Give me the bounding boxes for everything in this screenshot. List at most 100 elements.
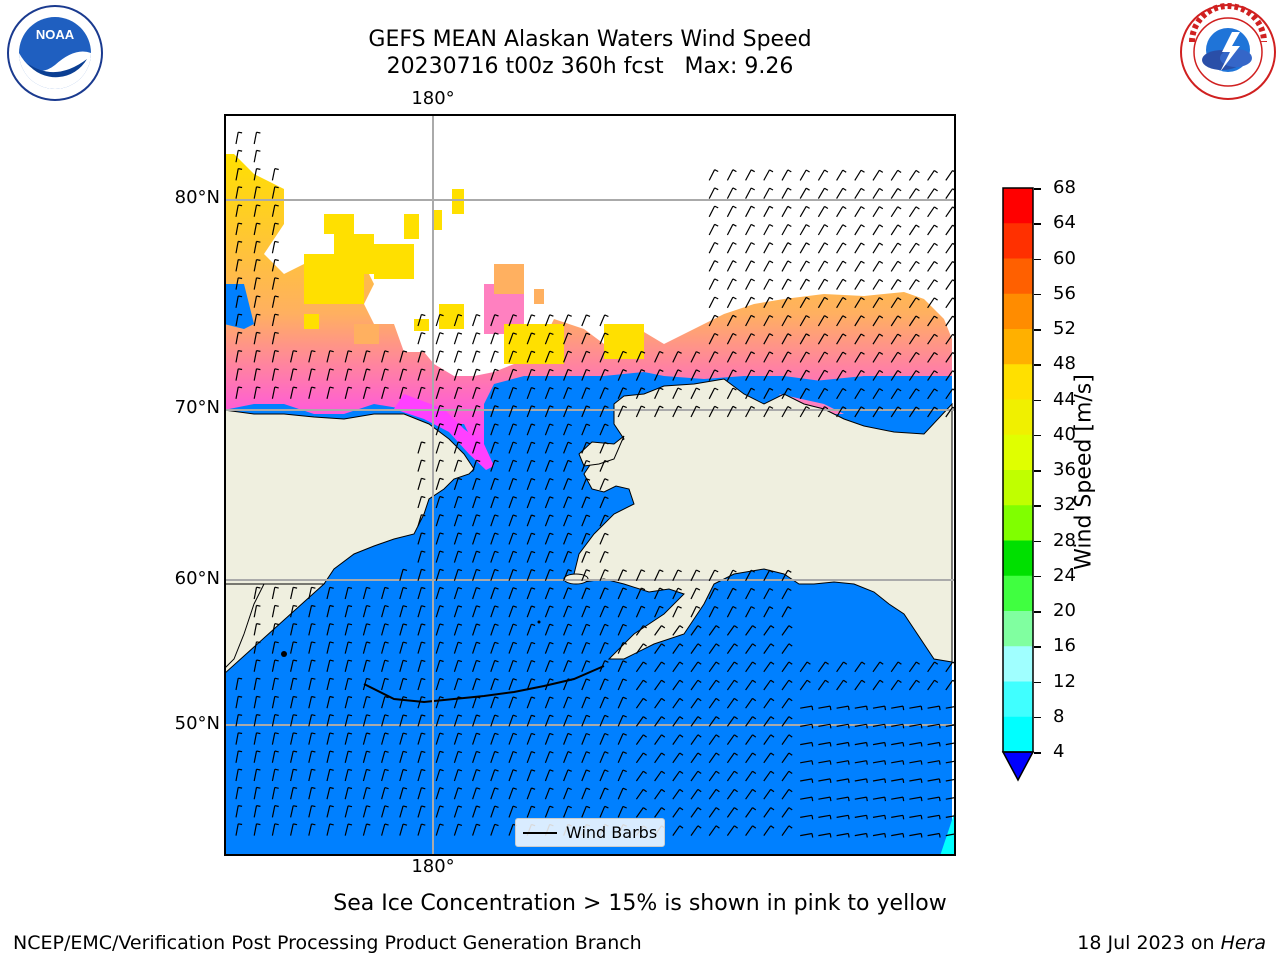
wind-barb-flag bbox=[732, 587, 737, 591]
wind-barb bbox=[908, 315, 917, 327]
wind-barb bbox=[672, 569, 679, 582]
wind-barb-flag bbox=[274, 714, 279, 717]
wind-barb bbox=[526, 350, 532, 363]
wind-barb-flag bbox=[604, 751, 609, 754]
wind-barb bbox=[617, 387, 624, 400]
wind-barb-flag bbox=[733, 697, 738, 702]
wind-barb-flag bbox=[697, 679, 702, 683]
wind-barb bbox=[672, 679, 681, 691]
wind-barb-flag bbox=[421, 332, 426, 335]
wind-barb-flag bbox=[384, 641, 389, 644]
wind-barb bbox=[235, 168, 239, 181]
wind-barb-flag bbox=[347, 677, 353, 680]
wind-barb bbox=[781, 606, 789, 618]
wind-barb-flag bbox=[750, 296, 755, 300]
wind-barb bbox=[344, 387, 349, 399]
wind-barb-flag bbox=[549, 769, 554, 772]
wind-barb bbox=[708, 569, 716, 582]
wind-barb bbox=[872, 315, 880, 327]
wind-barb bbox=[890, 370, 899, 381]
wind-barb bbox=[435, 459, 441, 472]
wind-barb bbox=[672, 807, 681, 818]
wind-barb-flag bbox=[769, 242, 774, 246]
sea-ice-band bbox=[224, 154, 952, 444]
wind-barb-flag bbox=[457, 696, 463, 699]
wind-barb-flag bbox=[860, 187, 865, 192]
wind-barb bbox=[417, 441, 422, 454]
wind-barb-flag bbox=[714, 605, 719, 609]
wind-barb bbox=[763, 734, 772, 745]
colorbar-tick-mark bbox=[1034, 223, 1041, 225]
wind-barb-flag bbox=[549, 787, 554, 790]
wind-barb bbox=[781, 825, 790, 836]
wind-barb bbox=[909, 832, 922, 837]
wind-barb bbox=[253, 223, 258, 236]
wind-barb bbox=[726, 387, 734, 400]
wind-barb bbox=[854, 242, 862, 254]
wind-barb bbox=[763, 369, 771, 381]
wind-barb-flag bbox=[256, 714, 261, 716]
wind-barb bbox=[836, 260, 844, 272]
wind-barb-flag bbox=[732, 223, 737, 227]
wind-barb bbox=[817, 206, 826, 218]
wind-barb bbox=[908, 388, 917, 400]
wind-barb-flag bbox=[531, 732, 536, 736]
wind-barb-flag bbox=[476, 587, 481, 590]
wind-barb bbox=[453, 787, 459, 800]
wind-barb bbox=[781, 770, 790, 782]
wind-barb bbox=[781, 752, 790, 764]
wind-barb bbox=[526, 714, 532, 727]
wind-barb bbox=[381, 660, 386, 672]
wind-barb-flag bbox=[897, 661, 902, 665]
wind-barb-flag bbox=[384, 386, 389, 389]
wind-barb bbox=[890, 679, 899, 691]
wind-barb-flag bbox=[732, 205, 737, 209]
wind-barb bbox=[399, 805, 404, 818]
wind-barb-flag bbox=[915, 188, 920, 192]
wind-barb bbox=[817, 661, 826, 673]
wind-barb bbox=[672, 734, 681, 745]
colorbar-band bbox=[1003, 681, 1033, 718]
wind-barb bbox=[927, 352, 935, 363]
wind-barb bbox=[344, 605, 349, 618]
wind-barb-flag bbox=[787, 205, 792, 209]
wind-barb bbox=[235, 241, 239, 254]
wind-barb-flag bbox=[256, 823, 261, 826]
wind-barb-flag bbox=[476, 314, 481, 317]
wind-barb bbox=[745, 752, 753, 764]
wind-barb bbox=[544, 387, 551, 400]
wind-barb-flag bbox=[933, 370, 938, 374]
wind-barb-flag bbox=[732, 296, 737, 300]
wind-barb-flag bbox=[366, 350, 371, 353]
wind-barb-flag bbox=[604, 660, 609, 663]
wind-barb bbox=[344, 732, 349, 745]
wind-barb-flag bbox=[933, 333, 938, 337]
wind-barb bbox=[435, 332, 441, 345]
colorbar-tick-mark bbox=[1034, 364, 1041, 366]
wind-barb-flag bbox=[586, 496, 591, 499]
wind-barb-flag bbox=[476, 605, 481, 608]
wind-barb-flag bbox=[476, 659, 481, 663]
wind-barb-flag bbox=[824, 369, 829, 373]
wind-barb bbox=[453, 678, 459, 691]
wind-barb bbox=[526, 751, 532, 764]
wind-barb bbox=[308, 386, 313, 399]
wind-barb-flag bbox=[824, 187, 829, 191]
lat-label-60n: 60°N bbox=[174, 568, 220, 589]
wind-barb-flag bbox=[733, 625, 738, 629]
wind-barb bbox=[763, 606, 771, 618]
wind-barb-flag bbox=[238, 168, 243, 170]
wind-barb bbox=[927, 723, 940, 727]
wind-barb-flag bbox=[824, 679, 829, 683]
wind-barb bbox=[581, 496, 587, 509]
wind-barb bbox=[417, 660, 422, 672]
wind-barb-flag bbox=[752, 825, 757, 829]
wind-barb-flag bbox=[586, 423, 591, 427]
wind-barb bbox=[817, 679, 826, 691]
wind-barb-flag bbox=[696, 569, 701, 573]
wind-barb-flag bbox=[604, 532, 609, 536]
wind-barb bbox=[526, 678, 532, 691]
wind-barb bbox=[399, 387, 404, 399]
wind-barb bbox=[235, 750, 239, 763]
wind-barb bbox=[563, 623, 569, 636]
